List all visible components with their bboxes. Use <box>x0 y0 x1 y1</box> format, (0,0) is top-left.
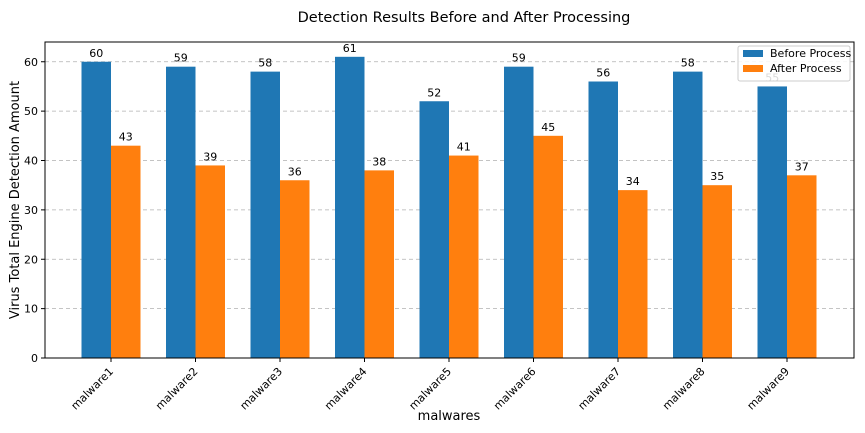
bars-layer <box>81 56 817 358</box>
x-tick-label: malware6 <box>491 365 539 413</box>
data-labels-layer: 604359395836613852415945563458355537 <box>89 42 809 188</box>
data-label: 41 <box>457 141 471 154</box>
legend-swatch-before <box>743 50 763 57</box>
bar-after-malware1 <box>111 145 141 358</box>
bar-before-malware8 <box>673 71 703 358</box>
data-label: 59 <box>512 52 526 65</box>
y-tick-label: 0 <box>31 352 38 365</box>
y-tick-label: 30 <box>24 204 38 217</box>
data-label: 36 <box>288 165 302 178</box>
data-label: 45 <box>541 121 555 134</box>
data-label: 35 <box>710 170 724 183</box>
bar-before-malware3 <box>250 71 280 358</box>
bar-before-malware2 <box>166 66 196 358</box>
x-tick-label: malware3 <box>238 365 286 413</box>
x-tick-label: malware4 <box>322 365 370 413</box>
legend-label: Before Process <box>770 47 851 60</box>
data-label: 61 <box>343 42 357 55</box>
x-axis: malware1 malware2 malware3 malware4 malware5… <box>69 358 793 413</box>
data-label: 37 <box>795 160 809 173</box>
legend-box <box>737 45 851 82</box>
chart-title: Detection Results Before and After Proce… <box>298 10 631 26</box>
bar-before-malware6 <box>504 66 534 358</box>
y-tick-label: 60 <box>24 56 38 69</box>
data-label: 58 <box>681 57 695 70</box>
data-label: 38 <box>372 155 386 168</box>
data-label: 59 <box>174 52 188 65</box>
bar-after-malware8 <box>702 185 732 358</box>
data-label: 39 <box>203 150 217 163</box>
legend-label: After Process <box>770 62 842 75</box>
x-tick-label: malware2 <box>153 365 201 413</box>
y-axis-label: Virus Total Engine Detection Amount <box>8 81 23 319</box>
bar-after-malware2 <box>195 165 225 358</box>
bar-after-malware6 <box>533 135 563 358</box>
y-axis: 0 10 20 30 40 50 60 <box>24 56 45 365</box>
bar-before-malware7 <box>588 81 618 358</box>
x-tick-label: malware7 <box>576 365 624 413</box>
data-label: 43 <box>119 131 133 144</box>
legend: Before Process After Process <box>737 45 851 82</box>
bar-after-malware5 <box>449 155 479 358</box>
y-tick-label: 20 <box>24 253 38 266</box>
bar-after-malware7 <box>618 190 648 358</box>
data-label: 58 <box>258 57 272 70</box>
bar-before-malware5 <box>419 101 449 358</box>
bar-after-malware9 <box>787 175 817 358</box>
x-tick-label: malware9 <box>745 365 793 413</box>
bar-before-malware1 <box>81 61 111 358</box>
data-label: 34 <box>626 175 640 188</box>
x-tick-label: malware5 <box>407 365 455 413</box>
bar-before-malware9 <box>757 86 787 358</box>
x-axis-label: malwares <box>418 409 481 424</box>
y-tick-label: 40 <box>24 155 38 168</box>
bar-before-malware4 <box>335 56 365 358</box>
x-tick-label: malware1 <box>69 365 117 413</box>
data-label: 56 <box>596 67 610 80</box>
bar-after-malware3 <box>280 180 310 358</box>
legend-swatch-after <box>743 65 763 72</box>
y-tick-label: 10 <box>24 303 38 316</box>
bar-after-malware4 <box>364 170 394 358</box>
y-tick-label: 50 <box>24 105 38 118</box>
data-label: 52 <box>427 86 441 99</box>
x-tick-label: malware8 <box>660 365 708 413</box>
data-label: 60 <box>89 47 103 60</box>
